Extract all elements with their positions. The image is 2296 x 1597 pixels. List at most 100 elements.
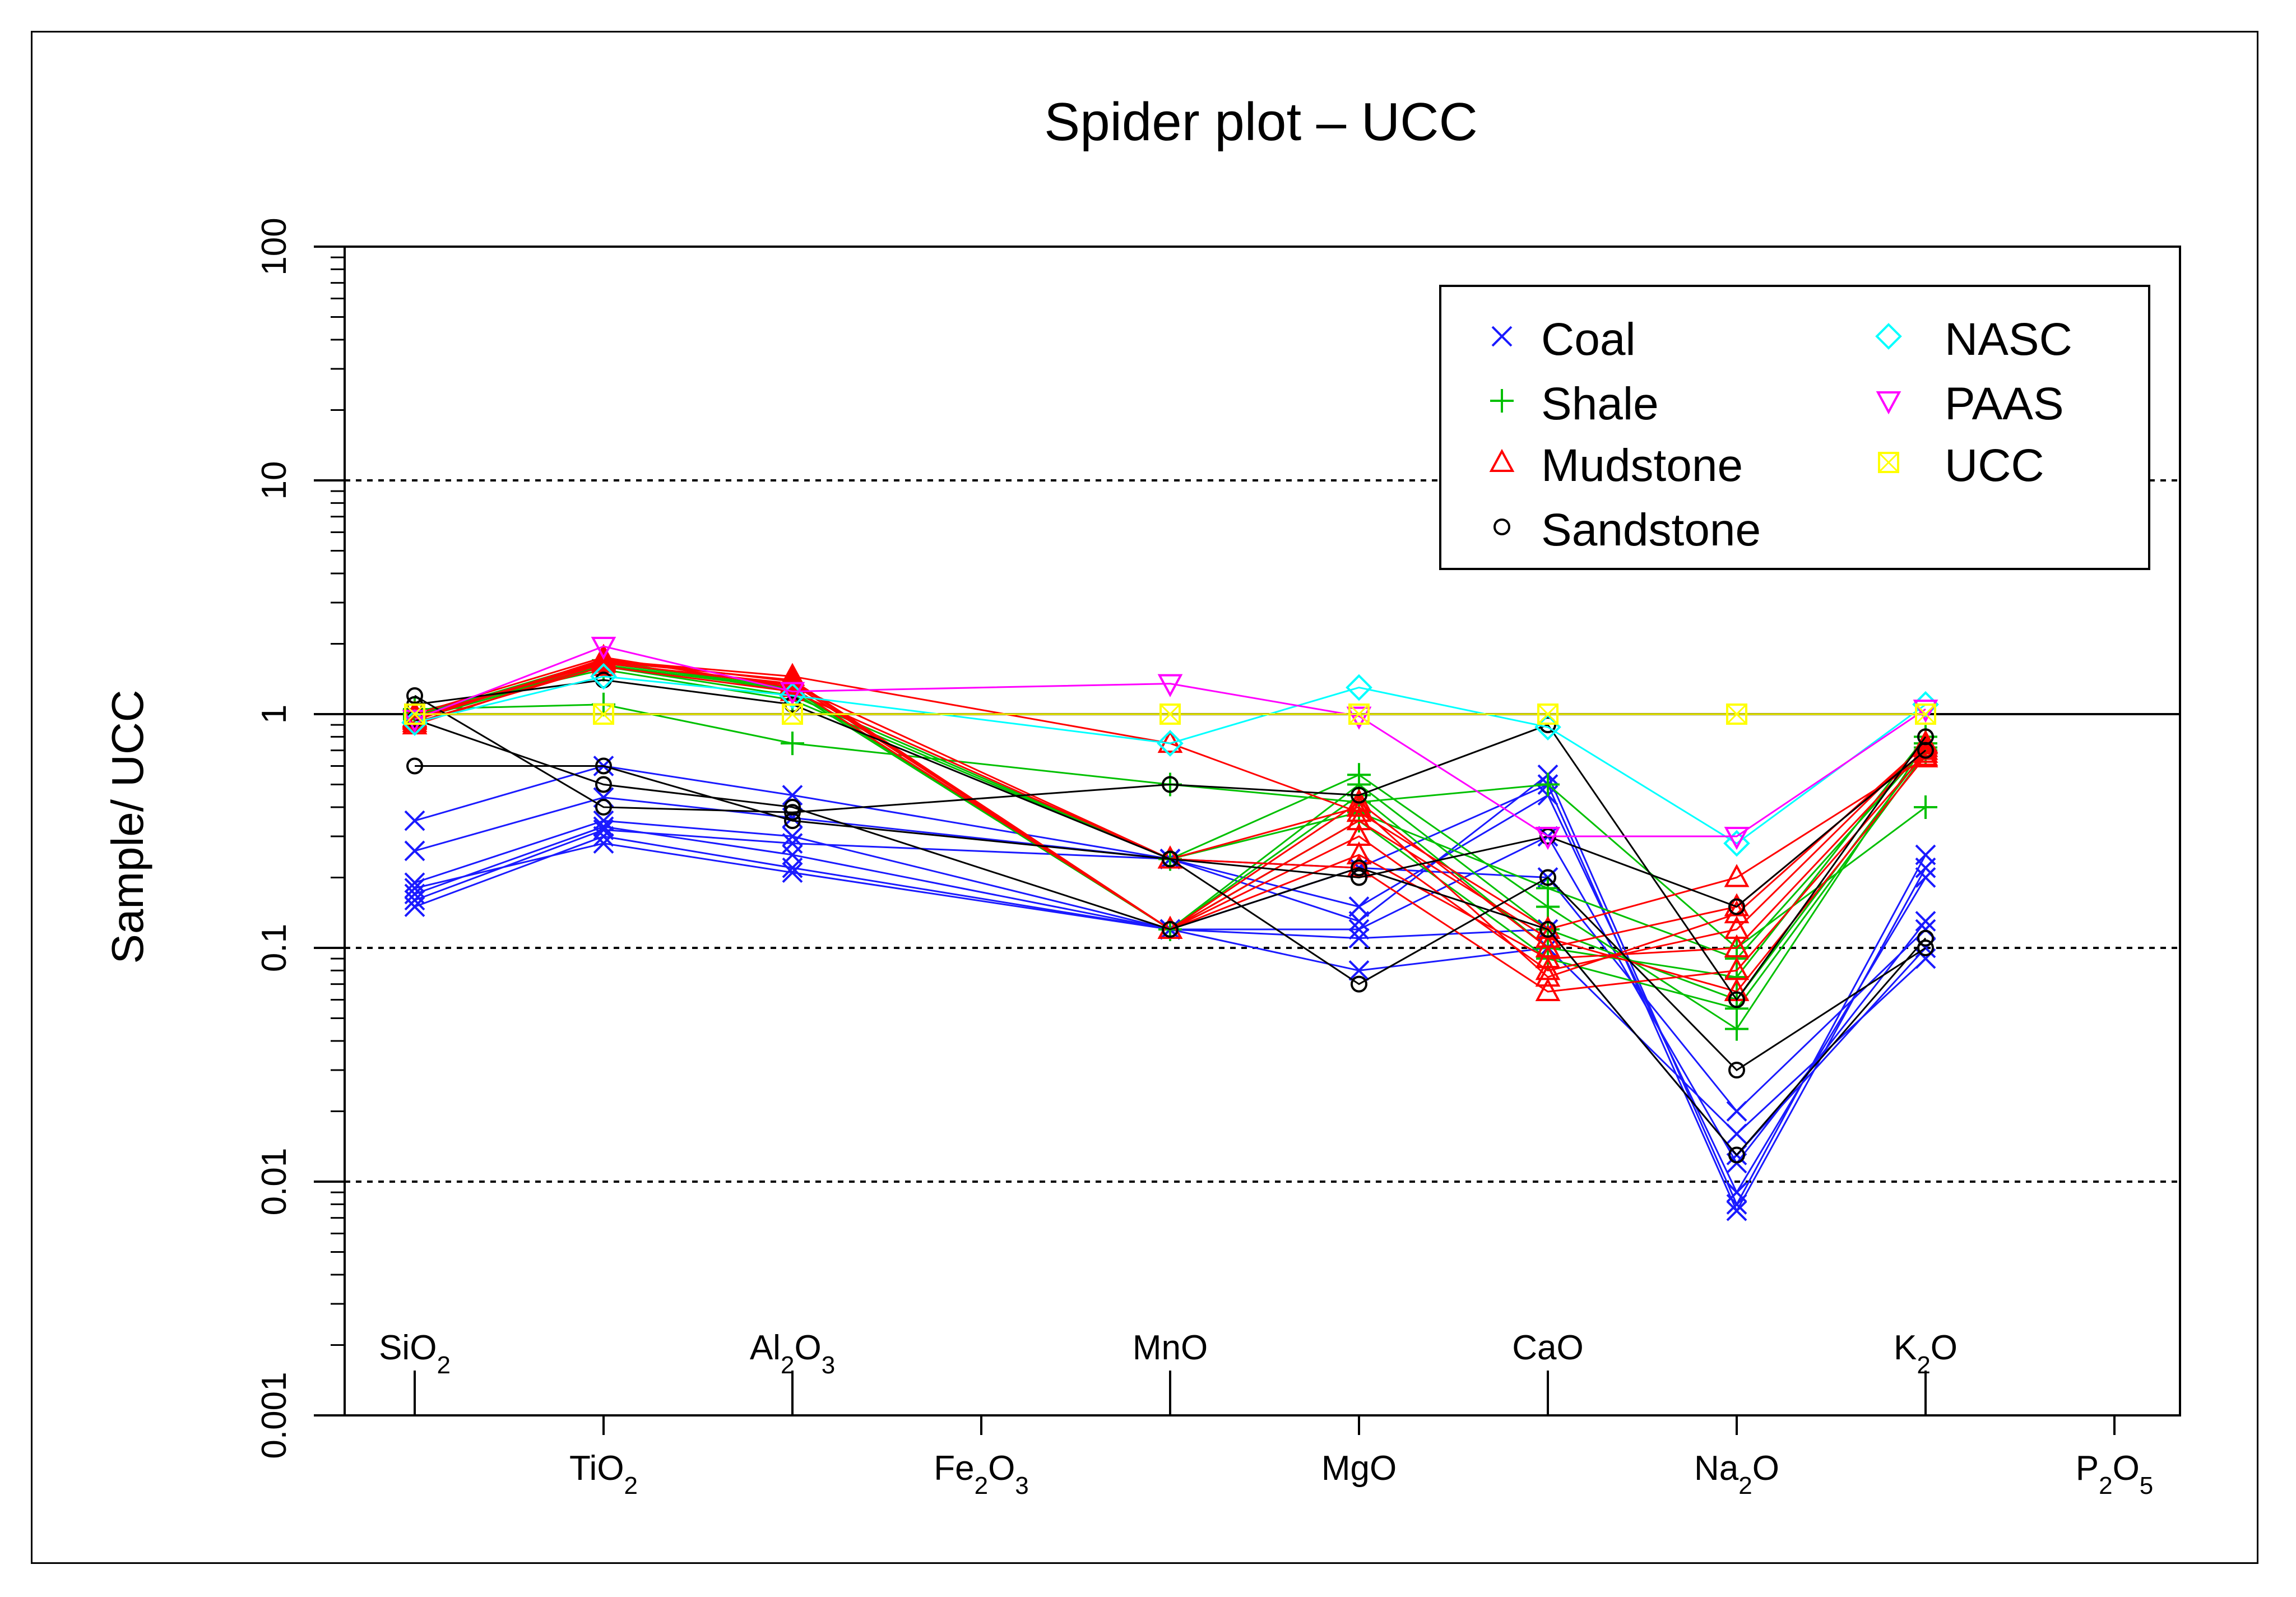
data-point-paas bbox=[591, 637, 616, 660]
figure-frame bbox=[31, 31, 2258, 1564]
data-point-coal bbox=[593, 819, 614, 840]
series-line-nasc-1 bbox=[414, 675, 1926, 845]
series-line-sandstone-1 bbox=[414, 695, 1927, 1002]
data-point-ucc-cross bbox=[593, 703, 614, 725]
series-line-shale-5 bbox=[414, 669, 1927, 960]
data-point-sandstone bbox=[1728, 898, 1745, 915]
data-point-coal bbox=[404, 896, 425, 917]
legend-label-nasc: NASC bbox=[1945, 314, 2072, 365]
data-point-sandstone bbox=[1917, 939, 1934, 956]
data-point-mudstone bbox=[1346, 793, 1372, 817]
series-layer bbox=[401, 637, 1939, 1221]
data-point-sandstone bbox=[1917, 742, 1934, 759]
legend-label-sandstone: Sandstone bbox=[1541, 504, 1761, 556]
y-tick-label: 10 bbox=[255, 461, 294, 500]
data-point-coal bbox=[782, 785, 803, 806]
data-point-paas bbox=[402, 710, 428, 733]
series-line-sandstone-3 bbox=[414, 679, 1926, 908]
data-point-coal bbox=[1348, 896, 1370, 917]
data-point-coal bbox=[404, 810, 425, 831]
data-point-paas bbox=[780, 682, 805, 705]
series-paas bbox=[402, 637, 1938, 850]
data-point-coal bbox=[1726, 1101, 1747, 1122]
data-point-ucc bbox=[1915, 703, 1936, 725]
data-point-nasc bbox=[1157, 730, 1184, 757]
data-point-sandstone bbox=[1728, 1062, 1745, 1079]
data-point-coal bbox=[1726, 1200, 1747, 1221]
data-point-sandstone bbox=[406, 757, 423, 775]
data-point-sandstone bbox=[1351, 786, 1367, 804]
x-tick-label-lower: MgO bbox=[1321, 1449, 1397, 1488]
data-point-mudstone bbox=[1913, 739, 1938, 763]
legend-marker-nasc bbox=[1875, 323, 1902, 350]
series-line-coal-3 bbox=[414, 820, 1927, 1165]
x-tick-label-lower: Na2O bbox=[1694, 1449, 1779, 1499]
data-point-coal bbox=[782, 862, 803, 883]
data-point-sandstone bbox=[1162, 776, 1179, 793]
x-tick-label-upper: CaO bbox=[1512, 1328, 1583, 1367]
data-point-ucc bbox=[1537, 703, 1559, 725]
legend-marker-ucc bbox=[1878, 452, 1899, 473]
data-point-mudstone bbox=[1724, 934, 1750, 957]
series-sandstone bbox=[406, 672, 1934, 1164]
x-tick-label-upper: Al2O3 bbox=[750, 1328, 835, 1379]
data-point-mudstone bbox=[591, 649, 616, 673]
data-point-sandstone bbox=[595, 798, 612, 816]
data-point-mudstone bbox=[1724, 864, 1750, 887]
data-point-sandstone bbox=[784, 798, 801, 816]
data-point-sandstone bbox=[595, 757, 612, 775]
series-line-paas-1 bbox=[414, 645, 1926, 837]
legend-label-paas: PAAS bbox=[1945, 378, 2064, 429]
data-point-coal bbox=[1348, 928, 1370, 949]
data-point-coal bbox=[1348, 919, 1370, 940]
legend-marker-ucc-cross bbox=[1878, 452, 1899, 473]
data-point-shale bbox=[1536, 876, 1560, 900]
data-point-ucc bbox=[1348, 703, 1370, 725]
data-point-ucc bbox=[1159, 703, 1181, 725]
legend-marker-mudstone bbox=[1489, 448, 1515, 472]
data-point-ucc bbox=[1726, 703, 1747, 725]
x-tick-label-lower: P2O5 bbox=[2076, 1449, 2154, 1499]
data-point-ucc-cross bbox=[1348, 703, 1370, 725]
data-point-sandstone bbox=[1162, 850, 1179, 868]
data-point-ucc-cross bbox=[1537, 703, 1559, 725]
series-line-mudstone-5 bbox=[414, 660, 1927, 960]
x-tick-label-upper: SiO2 bbox=[379, 1328, 451, 1379]
data-point-mudstone bbox=[1535, 963, 1561, 987]
data-point-paas bbox=[1535, 827, 1561, 850]
data-point-nasc bbox=[1346, 674, 1372, 701]
legend-box bbox=[1439, 285, 2150, 570]
data-point-paas bbox=[1913, 700, 1938, 723]
legend-label-coal: Coal bbox=[1541, 314, 1636, 365]
data-point-coal bbox=[1726, 1193, 1747, 1215]
data-point-mudstone bbox=[1346, 807, 1372, 831]
y-tick-label: 0.1 bbox=[255, 924, 294, 972]
series-line-sandstone-4 bbox=[414, 718, 1927, 1156]
data-point-shale bbox=[1725, 1017, 1748, 1041]
legend-marker-sandstone bbox=[1493, 519, 1510, 535]
series-ucc bbox=[404, 703, 1936, 725]
legend-marker-shale bbox=[1490, 389, 1514, 413]
data-point-sandstone bbox=[1351, 975, 1367, 993]
data-point-coal bbox=[1915, 844, 1936, 865]
data-point-sandstone bbox=[1162, 920, 1179, 938]
legend-label-ucc: UCC bbox=[1945, 440, 2044, 491]
legend-marker-coal bbox=[1491, 326, 1513, 347]
y-tick-label: 0.001 bbox=[255, 1372, 294, 1459]
x-axis: SiO2 Al2O3 MnO CaO K2O TiO2 Fe2O3 MgO Na2O P2O5 bbox=[379, 1328, 2153, 1499]
data-point-sandstone bbox=[1351, 859, 1367, 877]
y-tick-label: 0.01 bbox=[255, 1148, 294, 1216]
data-point-sandstone bbox=[406, 687, 423, 704]
chart-title: Spider plot – UCC bbox=[1044, 92, 1478, 152]
data-point-ucc-cross bbox=[782, 703, 803, 725]
series-line-mudstone-7 bbox=[414, 661, 1927, 978]
data-point-paas bbox=[1157, 674, 1183, 697]
legend: Coal Shale Mudstone Sandstone NASC PAAS UCC bbox=[1439, 285, 2150, 570]
data-point-nasc bbox=[401, 709, 428, 736]
series-line-coal-6 bbox=[414, 843, 1927, 1135]
y-tick-label: 100 bbox=[255, 217, 294, 275]
data-point-ucc bbox=[782, 703, 803, 725]
data-point-sandstone bbox=[784, 804, 801, 821]
data-point-ucc bbox=[593, 703, 614, 725]
